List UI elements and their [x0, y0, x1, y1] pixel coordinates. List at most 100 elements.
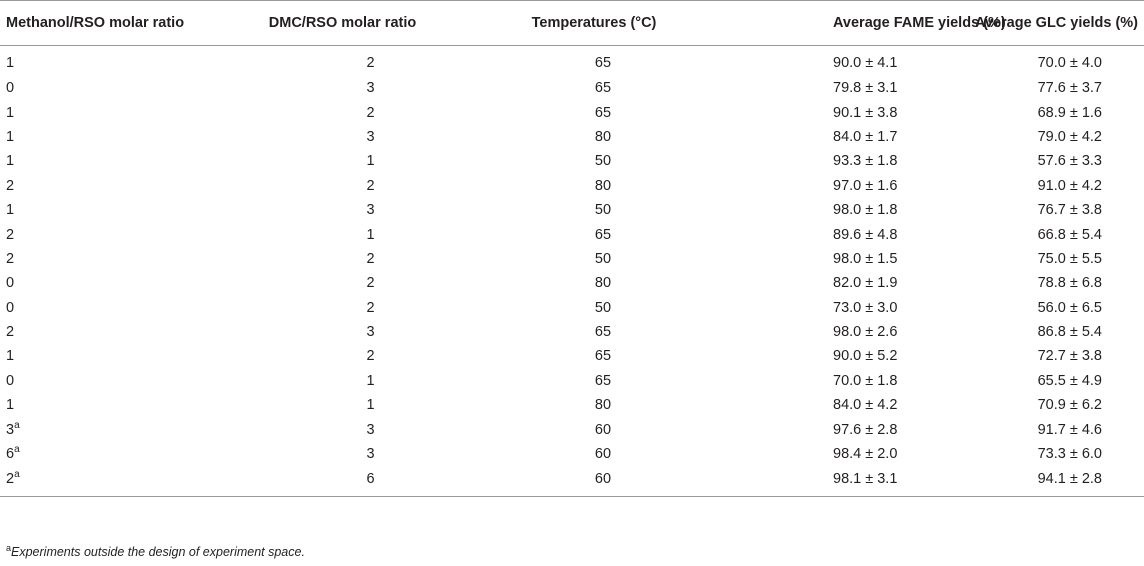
cell-fame-yield: 97.0 ± 1.6 — [833, 177, 898, 194]
cell-methanol-ratio: 0 — [0, 271, 250, 295]
cell-temperature: 65 — [594, 348, 612, 365]
cell-methanol-ratio: 2 — [0, 174, 250, 198]
cell-dmc-ratio: 2 — [366, 250, 375, 267]
table-row: 1 2 65 90.0 ± 4.1 70.0 ± 4.0 — [0, 46, 1144, 77]
cell-fame-yield: 90.0 ± 4.1 — [833, 55, 898, 71]
cell-fame-yield: 93.3 ± 1.8 — [833, 153, 898, 170]
cell-methanol-ratio: 1 — [0, 100, 250, 124]
cell-fame-yield: 98.0 ± 1.8 — [833, 202, 898, 219]
cell-dmc-ratio: 2 — [366, 104, 375, 121]
cell-methanol-ratio: 1 — [0, 344, 250, 368]
results-table: Methanol/RSO molar ratio DMC/RSO molar r… — [0, 0, 1144, 498]
cell-glc-yield: 73.3 ± 6.0 — [1037, 446, 1102, 463]
table-row: 1 2 65 90.0 ± 5.2 72.7 ± 3.8 — [0, 344, 1144, 368]
methanol-ratio-value: 1 — [6, 104, 15, 121]
cell-glc-yield: 79.0 ± 4.2 — [1037, 128, 1102, 145]
footnote-marker: a — [6, 542, 12, 553]
cell-dmc-ratio: 3 — [366, 324, 375, 341]
table-row: 0 1 65 70.0 ± 1.8 65.5 ± 4.9 — [0, 369, 1144, 393]
cell-methanol-ratio: 3a — [0, 417, 250, 441]
cell-glc-yield: 77.6 ± 3.7 — [1037, 80, 1102, 97]
cell-fame-yield: 73.0 ± 3.0 — [833, 299, 898, 316]
table-row: 1 2 65 90.1 ± 3.8 68.9 ± 1.6 — [0, 100, 1144, 124]
table-row: 0 2 50 73.0 ± 3.0 56.0 ± 6.5 — [0, 296, 1144, 320]
cell-methanol-ratio: 1 — [0, 46, 250, 77]
methanol-ratio-value: 2 — [6, 226, 15, 243]
cell-methanol-ratio: 0 — [0, 296, 250, 320]
methanol-ratio-value: 0 — [6, 275, 15, 292]
table-row: 1 3 80 84.0 ± 1.7 79.0 ± 4.2 — [0, 125, 1144, 149]
table-row: 3a 3 60 97.6 ± 2.8 91.7 ± 4.6 — [0, 417, 1144, 441]
header-row: Methanol/RSO molar ratio DMC/RSO molar r… — [0, 0, 1144, 46]
methanol-ratio-value: 1 — [6, 348, 15, 365]
cell-dmc-ratio: 6 — [250, 466, 475, 498]
cell-temperature: 60 — [475, 466, 685, 498]
footnote-marker: a — [14, 444, 20, 456]
table-row: 2a 6 60 98.1 ± 3.1 94.1 ± 2.8 — [0, 466, 1144, 498]
cell-temperature: 50 — [594, 299, 612, 316]
cell-temperature: 80 — [594, 397, 612, 414]
cell-methanol-ratio: 1 — [0, 125, 250, 149]
header-dmc-ratio: DMC/RSO molar ratio — [250, 0, 475, 46]
cell-fame-yield: 79.8 ± 3.1 — [833, 80, 898, 97]
cell-temperature: 65 — [594, 55, 612, 71]
header-fame-yield: Average FAME yields (%) — [685, 0, 1006, 46]
cell-temperature: 60 — [594, 421, 612, 438]
cell-temperature: 80 — [594, 275, 612, 292]
table-footnote: aExperiments outside the design of exper… — [6, 542, 305, 559]
cell-temperature: 65 — [594, 372, 612, 389]
cell-dmc-ratio: 3 — [366, 421, 375, 438]
cell-fame-yield: 90.0 ± 5.2 — [833, 348, 898, 365]
methanol-ratio-value: 2 — [6, 177, 15, 194]
methanol-ratio-value: 1 — [6, 202, 15, 219]
cell-temperature: 65 — [594, 104, 612, 121]
cell-dmc-ratio: 1 — [366, 226, 375, 243]
methanol-ratio-value: 0 — [6, 299, 15, 316]
cell-dmc-ratio: 2 — [366, 275, 375, 292]
header-glc-yield: Average GLC yields (%) — [908, 0, 1144, 46]
methanol-ratio-value: 2 — [6, 250, 15, 267]
table-row: 2 2 50 98.0 ± 1.5 75.0 ± 5.5 — [0, 247, 1144, 271]
table-row: 0 3 65 79.8 ± 3.1 77.6 ± 3.7 — [0, 76, 1144, 100]
methanol-ratio-value: 1 — [6, 397, 15, 414]
methanol-ratio-value: 1 — [6, 55, 15, 71]
cell-methanol-ratio: 1 — [0, 149, 250, 173]
cell-methanol-ratio: 2 — [0, 247, 250, 271]
methanol-ratio-value: 0 — [6, 372, 15, 389]
table-row: 0 2 80 82.0 ± 1.9 78.8 ± 6.8 — [0, 271, 1144, 295]
cell-dmc-ratio: 1 — [366, 372, 375, 389]
footnote-marker: a — [14, 469, 20, 481]
cell-dmc-ratio: 3 — [366, 202, 375, 219]
cell-glc-yield: 91.7 ± 4.6 — [1037, 421, 1102, 438]
cell-temperature: 50 — [594, 153, 612, 170]
cell-fame-yield: 82.0 ± 1.9 — [833, 275, 898, 292]
cell-dmc-ratio: 2 — [366, 177, 375, 194]
data-table-container: Methanol/RSO molar ratio DMC/RSO molar r… — [0, 0, 1144, 498]
methanol-ratio-value: 2 — [6, 324, 15, 341]
header-methanol-ratio: Methanol/RSO molar ratio — [0, 0, 250, 46]
cell-fame-yield: 90.1 ± 3.8 — [833, 104, 898, 121]
cell-glc-yield: 94.1 ± 2.8 — [908, 466, 1144, 498]
cell-glc-yield: 70.0 ± 4.0 — [1037, 55, 1102, 71]
cell-fame-yield: 89.6 ± 4.8 — [833, 226, 898, 243]
cell-temperature: 65 — [594, 226, 612, 243]
table-row: 2 1 65 89.6 ± 4.8 66.8 ± 5.4 — [0, 222, 1144, 246]
cell-methanol-ratio: 1 — [0, 393, 250, 417]
cell-temperature: 50 — [594, 250, 612, 267]
cell-temperature: 60 — [594, 446, 612, 463]
methanol-ratio-value: 6 — [6, 446, 15, 463]
methanol-ratio-value: 2 — [6, 471, 15, 488]
header-temperature: Temperatures (°C) — [475, 0, 685, 46]
cell-temperature: 65 — [594, 80, 612, 97]
footnote-marker: a — [14, 419, 20, 431]
cell-glc-yield: 72.7 ± 3.8 — [1037, 348, 1102, 365]
cell-dmc-ratio: 2 — [366, 55, 375, 71]
cell-methanol-ratio: 2 — [0, 320, 250, 344]
cell-dmc-ratio: 2 — [366, 299, 375, 316]
cell-glc-yield: 91.0 ± 4.2 — [1037, 177, 1102, 194]
cell-temperature: 80 — [594, 128, 612, 145]
cell-dmc-ratio: 1 — [366, 397, 375, 414]
cell-dmc-ratio: 3 — [366, 80, 375, 97]
cell-glc-yield: 57.6 ± 3.3 — [1037, 153, 1102, 170]
cell-methanol-ratio: 6a — [0, 442, 250, 466]
